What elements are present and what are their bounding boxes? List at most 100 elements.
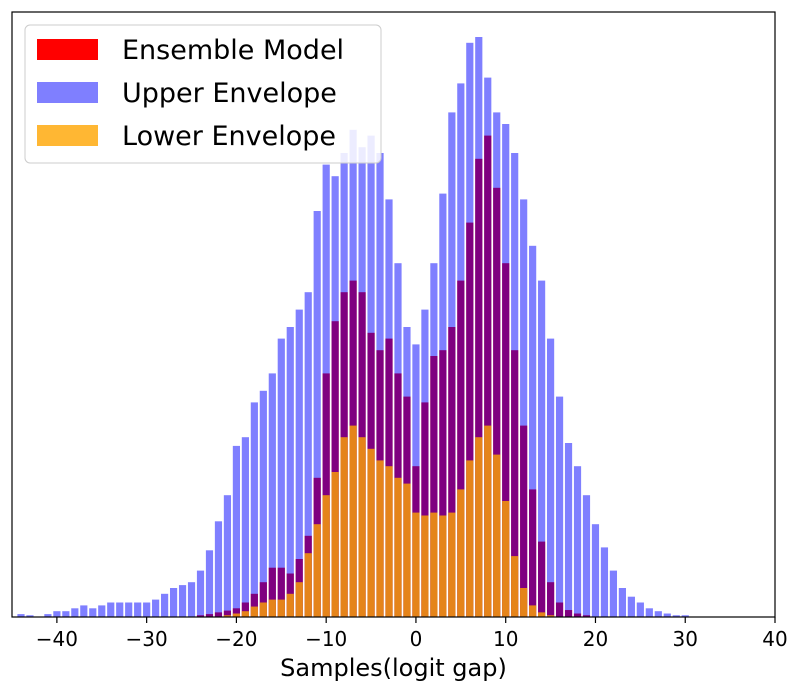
x-tick-label: 40 (762, 627, 787, 651)
legend-label: Upper Envelope (122, 78, 337, 109)
upper-envelope-bar (187, 582, 196, 617)
upper-envelope-bar (412, 344, 420, 617)
lower-envelope-bar (304, 553, 312, 617)
lower-envelope-bar (439, 515, 447, 617)
lower-envelope-bar (259, 602, 267, 617)
upper-envelope-bar (250, 402, 258, 617)
upper-envelope-bar (331, 176, 339, 617)
upper-envelope-bar (376, 153, 384, 617)
legend-label: Ensemble Model (122, 35, 344, 66)
upper-envelope-bar (520, 199, 528, 617)
lower-envelope-bar (349, 425, 357, 617)
lower-envelope-bar (268, 599, 276, 617)
upper-envelope-bar (367, 135, 375, 617)
lower-envelope-bar (457, 489, 465, 617)
lower-envelope-bar (322, 495, 330, 617)
upper-envelope-bar (484, 77, 492, 618)
upper-envelope-bar (107, 602, 115, 617)
upper-envelope-bars (17, 37, 689, 618)
x-axis-label: Samples(logit gap) (280, 654, 507, 682)
lower-envelope-bar (394, 477, 402, 617)
upper-envelope-bar (547, 338, 555, 617)
lower-envelope-bar (241, 611, 249, 617)
legend: Ensemble Model Upper Envelope Lower Envelo… (24, 24, 382, 164)
lower-envelope-bar (484, 425, 492, 617)
lower-envelope-bar (295, 582, 303, 617)
upper-envelope-bar (116, 602, 124, 617)
lower-envelope-bar (421, 515, 429, 617)
legend-label: Lower Envelope (122, 121, 336, 152)
lower-envelope-bar (367, 448, 375, 617)
upper-envelope-bar (89, 608, 97, 617)
lower-envelope-bar (331, 472, 339, 617)
upper-envelope-bar (17, 614, 25, 617)
legend-swatch (37, 39, 98, 60)
lower-envelope-bar (313, 524, 321, 617)
upper-envelope-bar (636, 602, 644, 617)
upper-envelope-bar (681, 615, 689, 617)
x-tick-label: 20 (583, 627, 608, 651)
upper-envelope-bar (591, 524, 600, 617)
upper-envelope-bar (502, 124, 510, 617)
lower-envelope-bar (502, 501, 510, 617)
upper-envelope-bar (618, 588, 626, 617)
upper-envelope-bar (98, 605, 106, 617)
lower-envelope-bar (358, 437, 366, 617)
upper-envelope-bar (80, 605, 88, 617)
upper-envelope-bar (573, 466, 582, 617)
lower-envelope-bar (529, 605, 537, 617)
lower-envelope-bar (466, 460, 474, 617)
lower-envelope-bar (520, 588, 528, 617)
upper-envelope-bar (44, 614, 52, 617)
upper-envelope-bar (259, 390, 267, 617)
upper-envelope-bar (125, 602, 133, 617)
upper-envelope-bar (134, 602, 142, 617)
upper-envelope-bar (196, 570, 205, 617)
upper-envelope-bar (349, 129, 357, 618)
upper-envelope-bar (403, 327, 411, 617)
upper-envelope-bar (205, 550, 214, 617)
upper-envelope-bar (448, 112, 456, 618)
upper-envelope-bar (672, 615, 680, 617)
upper-envelope-bar (143, 602, 151, 617)
upper-envelope-bar (161, 593, 169, 617)
lower-envelope-bar (385, 466, 393, 617)
upper-envelope-bar (430, 263, 438, 617)
upper-envelope-bar (555, 396, 564, 617)
lower-envelope-bar (250, 606, 258, 617)
lower-envelope-bar (277, 599, 285, 617)
upper-envelope-bar (277, 338, 285, 617)
upper-envelope-bar (223, 495, 232, 617)
x-axis-ticks: −40 −30 −20 −10 0 10 20 30 40 (36, 617, 788, 651)
x-tick-label: −30 (126, 627, 168, 651)
lower-envelope-bar (448, 512, 456, 617)
upper-envelope-bar (421, 309, 429, 617)
upper-envelope-bar (26, 615, 34, 617)
legend-swatch (37, 125, 98, 146)
upper-envelope-bar (152, 599, 160, 617)
upper-envelope-bar (582, 495, 591, 617)
upper-envelope-bar (178, 585, 187, 617)
lower-envelope-bar (475, 437, 483, 617)
upper-envelope-bar (232, 445, 240, 617)
lower-envelope-bar (376, 460, 384, 617)
lower-envelope-bar (493, 454, 501, 617)
upper-envelope-bar (600, 547, 609, 617)
upper-envelope-bar (385, 199, 393, 617)
upper-envelope-bar (511, 153, 519, 617)
upper-envelope-bar (169, 588, 178, 617)
x-tick-label: 10 (493, 627, 518, 651)
upper-envelope-bar (466, 42, 474, 618)
upper-envelope-bar (295, 309, 303, 617)
x-tick-label: −40 (36, 627, 78, 651)
upper-envelope-bar (304, 292, 312, 617)
upper-envelope-bar (53, 611, 61, 617)
x-tick-label: −20 (215, 627, 257, 651)
lower-envelope-bar (412, 512, 420, 617)
lower-envelope-bar (403, 483, 411, 617)
upper-envelope-bar (313, 211, 321, 617)
lower-envelope-bar (430, 512, 438, 617)
upper-envelope-bar (439, 193, 447, 617)
upper-envelope-bar (645, 608, 653, 617)
x-tick-label: 30 (673, 627, 698, 651)
